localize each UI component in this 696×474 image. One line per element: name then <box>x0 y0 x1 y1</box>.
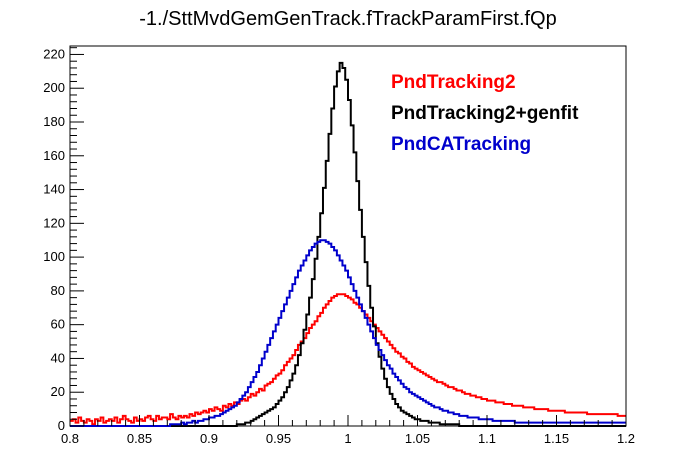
legend: PndTracking2 PndTracking2+genfit PndCATrac… <box>391 72 579 155</box>
series-group <box>70 61 626 427</box>
y-tick-label: 100 <box>43 249 65 264</box>
legend-entry-2: PndCATracking <box>391 134 531 155</box>
y-tick-label: 140 <box>43 182 65 197</box>
legend-entry-1: PndTracking2+genfit <box>391 103 579 124</box>
y-tick-label: 160 <box>43 148 65 163</box>
chart-title: -1./SttMvdGemGenTrack.fTrackParamFirst.f… <box>139 8 556 30</box>
x-tick-label: 1 <box>344 431 351 446</box>
y-tick-label: 120 <box>43 215 65 230</box>
y-tick-label: 180 <box>43 114 65 129</box>
x-axis: 0.8 0.85 0.9 0.95 1 1.05 1.1 1.15 1.2 <box>61 415 635 446</box>
series-line-0 <box>70 293 626 426</box>
y-tick-label: 200 <box>43 80 65 95</box>
y-tick-label: 20 <box>51 384 65 399</box>
x-tick-label: 0.9 <box>200 431 218 446</box>
legend-entry-0: PndTracking2 <box>391 72 516 93</box>
x-tick-label: 1.2 <box>617 431 635 446</box>
series-line-1 <box>70 61 626 427</box>
x-tick-label: 1.1 <box>478 431 496 446</box>
y-tick-label: 0 <box>58 418 65 433</box>
x-tick-label: 1.05 <box>405 431 430 446</box>
x-tick-label: 0.8 <box>61 431 79 446</box>
y-tick-label: 220 <box>43 46 65 61</box>
x-tick-label: 1.15 <box>544 431 569 446</box>
y-axis: 0 20 40 60 80 100 120 140 160 180 200 220 <box>43 46 84 433</box>
series-line-2 <box>70 239 626 427</box>
y-tick-label: 80 <box>51 283 65 298</box>
y-tick-label: 40 <box>51 350 65 365</box>
y-tick-label: 60 <box>51 317 65 332</box>
x-tick-label: 0.95 <box>266 431 291 446</box>
x-tick-label: 0.85 <box>127 431 152 446</box>
